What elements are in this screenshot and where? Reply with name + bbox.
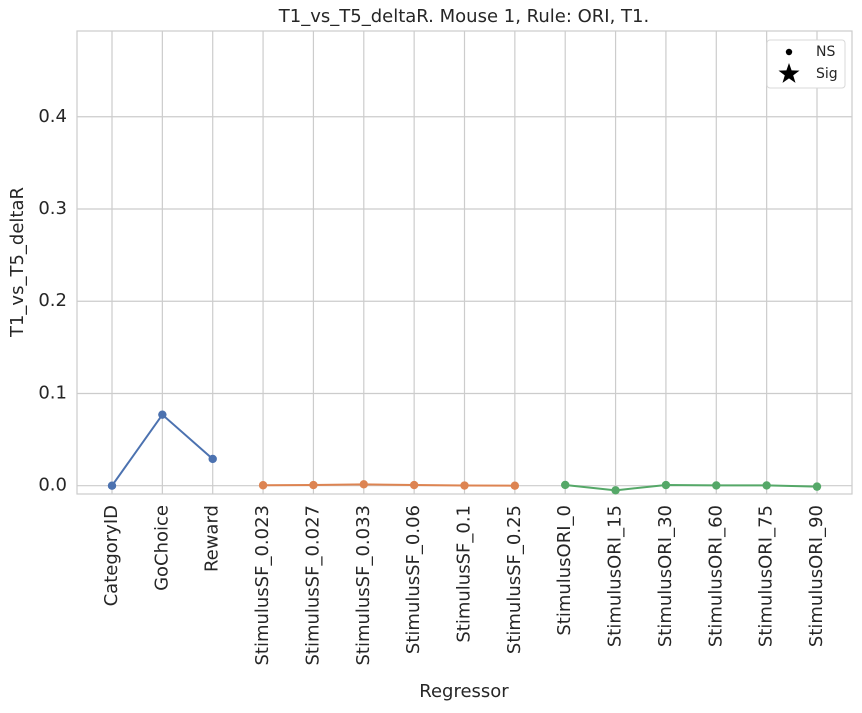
legend-label: NS (816, 44, 835, 60)
point (258, 481, 268, 490)
x-tick-label: StimulusORI_0 (554, 505, 575, 636)
y-tick-label: 0.0 (38, 475, 67, 496)
x-tick-label: StimulusSF_0.1 (454, 505, 475, 643)
x-tick-label: CategoryID (101, 505, 122, 606)
y-tick-label: 0.2 (38, 290, 67, 311)
legend-marker (785, 48, 793, 56)
x-tick-label: StimulusORI_90 (806, 505, 827, 647)
x-tick-label: StimulusORI_30 (655, 505, 676, 647)
x-tick-label: Reward (202, 505, 223, 572)
point (561, 480, 570, 490)
point (460, 481, 469, 490)
x-tick-label: StimulusSF_0.023 (252, 505, 273, 666)
legend-label: Sig (816, 66, 838, 82)
point (762, 481, 771, 490)
point (359, 480, 368, 489)
point (661, 480, 671, 490)
point (611, 486, 620, 495)
point (812, 482, 822, 491)
x-tick-label: StimulusSF_0.027 (302, 505, 323, 666)
y-tick-label: 0.1 (38, 382, 67, 403)
point (208, 454, 217, 464)
chart-title: T1_vs_T5_deltaR. Mouse 1, Rule: ORI, T1. (278, 6, 649, 27)
x-tick-label: StimulusORI_15 (605, 505, 626, 647)
y-tick-label: 0.4 (38, 106, 67, 127)
x-tick-label: StimulusORI_75 (756, 505, 777, 647)
series-line (565, 483, 818, 492)
point (409, 480, 419, 490)
legend-marker (778, 63, 800, 83)
point (712, 481, 721, 490)
point (510, 481, 520, 490)
x-axis-label: Regressor (419, 681, 509, 702)
x-tick-label: StimulusSF_0.06 (403, 505, 424, 654)
point (309, 480, 318, 490)
y-axis-label: T1_vs_T5_deltaR (7, 187, 28, 338)
point (158, 410, 167, 419)
x-tick-label: StimulusSF_0.033 (353, 505, 374, 666)
x-tick-label: GoChoice (151, 505, 172, 591)
x-tick-label: StimulusORI_60 (705, 505, 726, 647)
y-tick-label: 0.3 (38, 198, 67, 219)
series-line (263, 483, 515, 487)
x-tick-label: StimulusSF_0.25 (504, 505, 525, 654)
point (107, 481, 117, 490)
